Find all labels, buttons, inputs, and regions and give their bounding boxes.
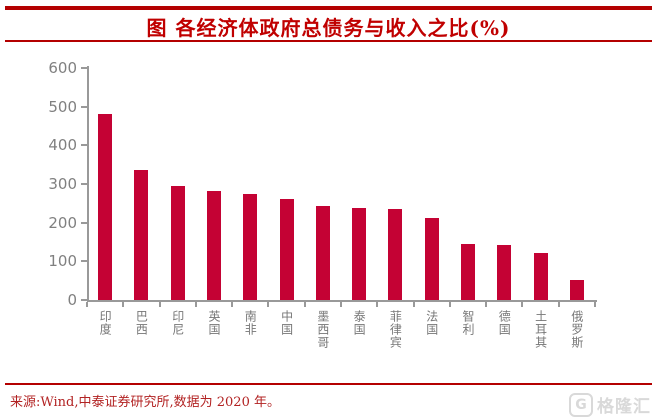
source-note: 来源:Wind,中泰证券研究所,数据为 2020 年。: [10, 395, 280, 410]
x-axis-tick: [231, 302, 234, 307]
x-category-label: 中国: [279, 310, 294, 336]
x-axis-tick: [122, 302, 125, 307]
footer-divider-line: [5, 383, 652, 385]
x-category-label: 智利: [461, 310, 475, 336]
bar: [424, 218, 439, 300]
x-axis-tick: [557, 302, 560, 307]
title-underline: [5, 40, 652, 42]
y-axis-tick: [81, 183, 87, 185]
y-axis-tick: [81, 221, 87, 224]
x-category-label: 英国: [207, 310, 221, 336]
chart-title: 图 各经济体政府总债务与收入之比(%): [146, 16, 511, 40]
bar: [279, 199, 294, 300]
bar: [569, 279, 584, 300]
y-axis-line: [87, 66, 89, 300]
y-axis-tick: [81, 67, 87, 69]
x-axis-tick: [376, 302, 379, 307]
y-tick-label: 100: [48, 252, 77, 271]
y-axis-tick: [81, 260, 87, 263]
bar: [98, 114, 113, 300]
y-axis-tick: [81, 299, 87, 301]
bar: [207, 191, 221, 300]
x-axis-tick: [86, 302, 88, 307]
x-axis-line: [87, 300, 597, 302]
bar: [170, 185, 185, 300]
bar: [315, 206, 330, 300]
x-category-label: 印尼: [170, 310, 185, 336]
x-axis-tick: [303, 302, 306, 307]
x-axis-tick: [448, 302, 451, 307]
y-tick-label: 600: [48, 59, 77, 77]
x-category-label: 土耳其: [533, 310, 548, 349]
bar: [461, 243, 475, 300]
x-category-label: 泰国: [352, 310, 367, 336]
bar: [134, 170, 149, 300]
gelonghui-watermark: G 格隆汇: [569, 392, 651, 417]
bar: [352, 207, 367, 300]
bar: [388, 208, 403, 300]
y-axis-tick: [81, 105, 87, 108]
x-category-label: 俄罗斯: [569, 310, 584, 349]
bar: [533, 253, 548, 300]
y-tick-label: 400: [48, 136, 77, 155]
gelonghui-logo-icon: G: [569, 392, 593, 417]
x-axis-tick: [594, 302, 596, 307]
top-border-line: [5, 6, 652, 10]
x-category-label: 印度: [98, 310, 113, 336]
y-axis-tick: [81, 144, 87, 147]
x-category-label: 菲律宾: [388, 310, 403, 349]
x-axis-tick: [158, 302, 161, 307]
x-category-label: 法国: [424, 310, 439, 336]
x-axis-tick: [485, 302, 488, 307]
x-category-label: 墨西哥: [315, 310, 330, 349]
x-category-label: 南非: [243, 310, 258, 336]
x-axis-tick: [521, 302, 524, 307]
x-category-label: 德国: [497, 310, 512, 336]
y-tick-label: 0: [67, 291, 77, 309]
x-axis-tick: [267, 302, 270, 307]
y-tick-label: 300: [48, 175, 77, 193]
x-axis-tick: [194, 302, 197, 307]
x-category-label: 巴西: [134, 310, 149, 336]
x-axis-tick: [412, 302, 415, 307]
y-tick-label: 200: [48, 213, 77, 232]
gelonghui-logo-text: 格隆汇: [597, 397, 651, 417]
bar: [497, 244, 512, 300]
y-tick-label: 500: [48, 97, 77, 116]
bar: [243, 194, 258, 300]
x-axis-tick: [340, 302, 342, 307]
